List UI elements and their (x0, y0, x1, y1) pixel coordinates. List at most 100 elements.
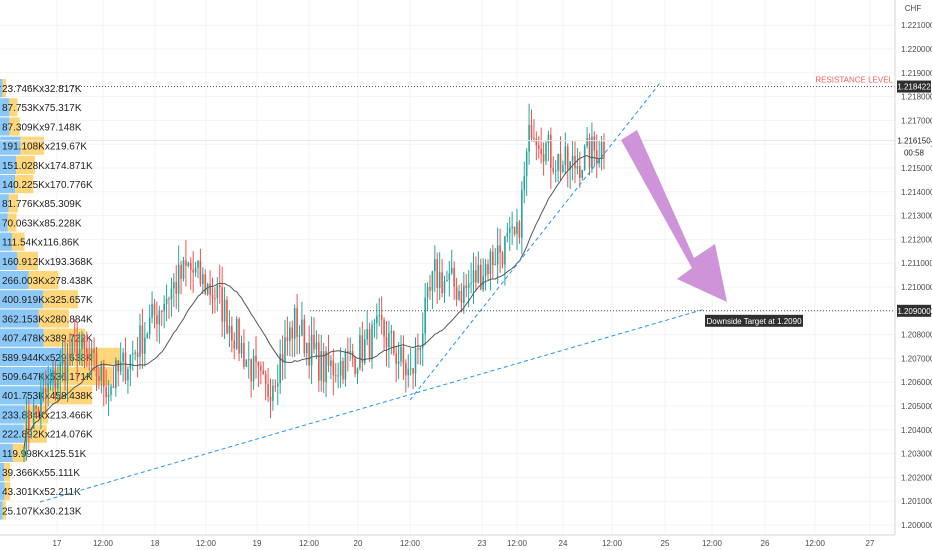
candle-body (206, 283, 209, 295)
candle-body (504, 236, 506, 265)
candle-body (431, 271, 434, 291)
candle-body (424, 297, 426, 334)
vp-buy-bar (0, 155, 17, 174)
candle-body (554, 170, 557, 172)
candle-body (588, 138, 591, 168)
y-tick-label: 1.210000 (901, 283, 932, 292)
candle-body (455, 286, 458, 300)
x-tick-label: 12:00 (400, 539, 421, 548)
candle-body (320, 351, 323, 381)
candle-body (289, 327, 291, 341)
candle-body (356, 368, 359, 374)
x-tick-label: 24 (559, 539, 568, 548)
vp-sell-bar (2, 79, 7, 98)
candle-body (390, 331, 393, 334)
candle-body (44, 388, 47, 393)
candle-body (373, 323, 376, 325)
candle-body (192, 269, 194, 273)
vp-buy-bar (0, 175, 16, 194)
vp-buy-bar (0, 328, 44, 347)
candle-body (414, 348, 417, 374)
candle-body (521, 189, 523, 238)
candle-body (42, 388, 45, 393)
candle-body (322, 351, 325, 383)
candle-body (264, 374, 267, 385)
candle-body (134, 352, 136, 354)
candle-body (494, 264, 497, 266)
candle-body (281, 353, 284, 363)
candle-body (32, 405, 35, 429)
y-tick-label: 1.221000 (901, 21, 932, 30)
candle-body (378, 314, 381, 316)
candle-body (339, 360, 342, 376)
candle-body (226, 299, 228, 334)
candle-body (508, 228, 511, 234)
y-tick-label: 1.218000 (901, 93, 932, 102)
x-tick-label: 12:00 (299, 539, 320, 548)
candle-body (547, 134, 550, 144)
candle-body (429, 286, 431, 291)
resistance-price-badge-box (897, 80, 931, 93)
candle-body (107, 394, 110, 398)
y-tick-label: 1.217000 (901, 116, 932, 125)
x-tick-label: 19 (253, 539, 262, 548)
vp-sell-bar (4, 463, 11, 482)
candle-body (417, 348, 419, 350)
candle-body (516, 221, 518, 234)
candle-body (221, 287, 223, 322)
vp-sell-bar (8, 194, 18, 213)
candle-body (223, 299, 226, 322)
candle-body (124, 352, 127, 381)
x-tick-label: 27 (866, 539, 875, 548)
y-tick-label: 1.205000 (901, 402, 932, 411)
candle-body (412, 368, 414, 374)
price-axis[interactable]: CHF 1.200000 1.201000 1.202000 1.203000 1.20… (894, 0, 932, 550)
vp-sell-bar (9, 98, 18, 117)
candle-body (562, 165, 564, 172)
candle-body (569, 161, 571, 170)
grid (0, 0, 895, 535)
vp-buy-bar (0, 194, 9, 213)
candle-body (540, 148, 542, 155)
candle-body (127, 368, 129, 381)
candle-body (492, 251, 494, 266)
candle-body (559, 153, 562, 172)
candle-body (211, 295, 214, 299)
candle-body (250, 359, 252, 382)
candle-body (310, 334, 313, 366)
vp-buy-bar (0, 98, 10, 117)
time-axis[interactable]: 17 12:00 18 12:00 19 12:00 20 12:00 23 12:00 24 12:… (0, 534, 932, 550)
candle-body (199, 260, 202, 284)
x-tick-label: 20 (354, 539, 363, 548)
candle-body (385, 336, 388, 348)
candle-body (407, 368, 410, 376)
vp-label: 362.153Kx280.884K (2, 314, 93, 325)
candle-body (279, 353, 281, 384)
target-label-box (705, 314, 803, 327)
candle-body (37, 408, 40, 413)
vp-buy-bar (0, 443, 13, 462)
candle-body (303, 319, 306, 354)
candle-body (301, 319, 303, 336)
candle-body (441, 272, 443, 294)
candle-body (315, 342, 318, 350)
candle-body (197, 260, 199, 268)
candle-body (54, 370, 57, 389)
candle-body (477, 264, 480, 283)
vp-sell-bar (42, 290, 78, 309)
candle-body (458, 291, 460, 300)
vp-label: 222.892Kx214.076K (2, 430, 93, 441)
vp-label: 87.753Kx75.317K (2, 103, 82, 114)
candle-body (472, 270, 475, 283)
x-tick-label: 12:00 (805, 539, 826, 548)
candle-body (342, 360, 344, 380)
candle-body (603, 141, 605, 157)
candle-body (564, 146, 567, 166)
vp-label: 191.108Kx219.67K (2, 142, 87, 153)
currency-label: CHF (905, 4, 922, 13)
candle-body (148, 317, 151, 335)
vp-sell-bar (7, 213, 17, 232)
candle-body (284, 337, 286, 363)
candle-body (57, 379, 59, 389)
